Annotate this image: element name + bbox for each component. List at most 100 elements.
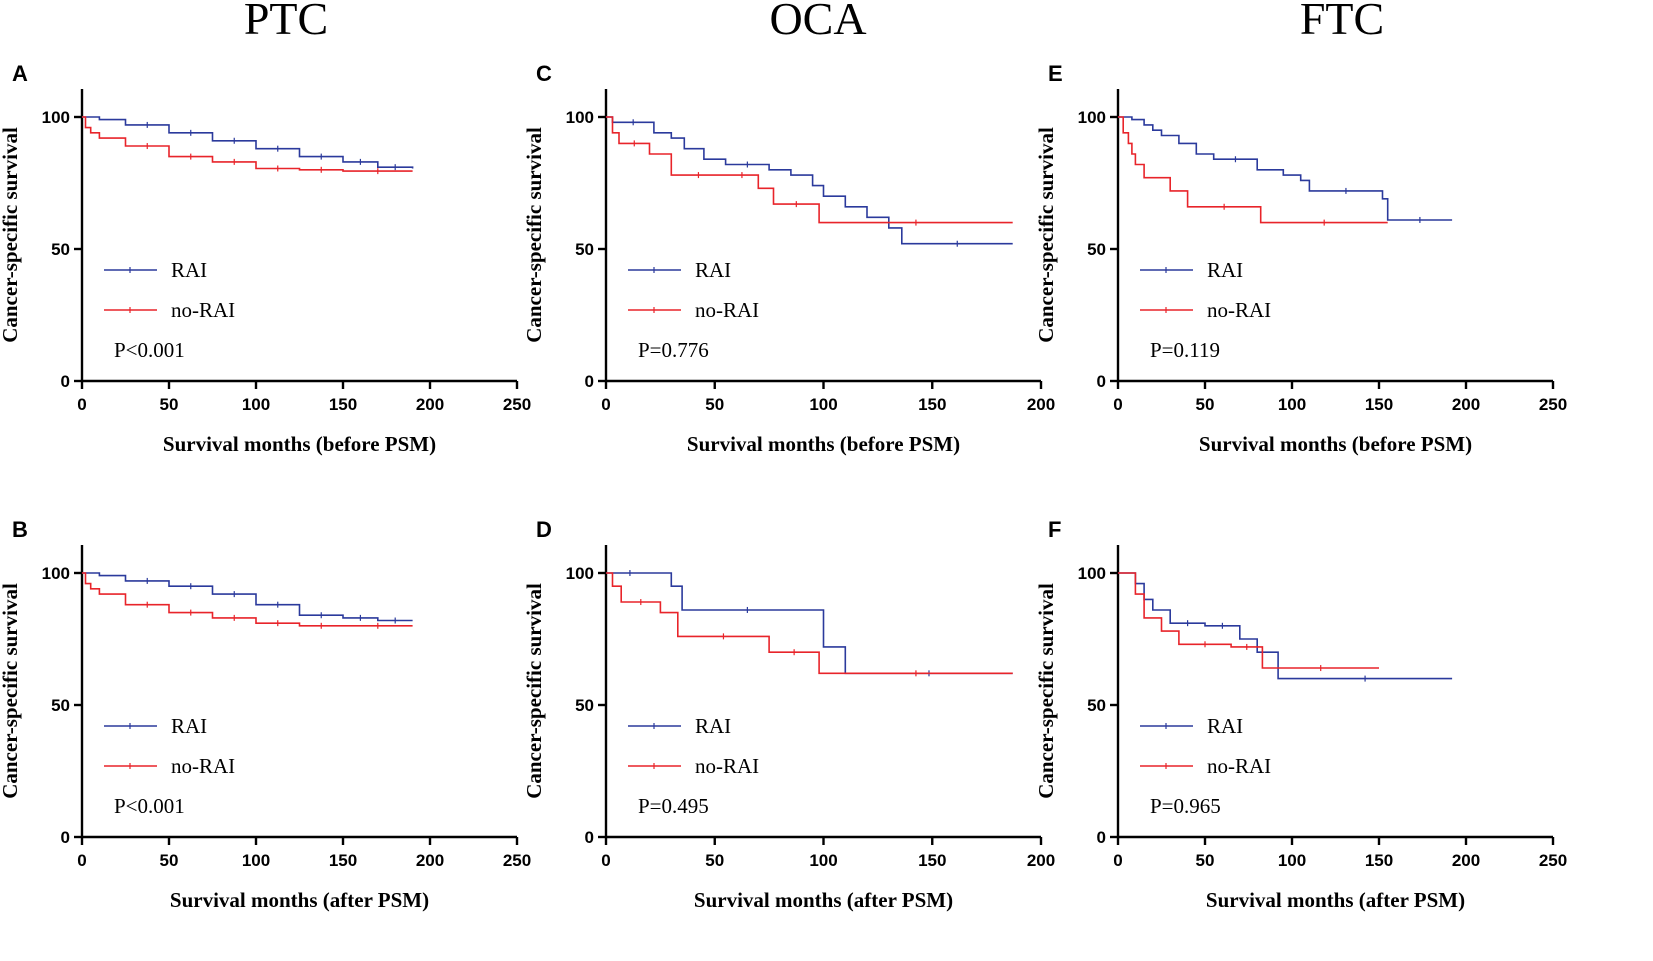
y-tick-label: 100 bbox=[42, 108, 70, 127]
p-value: P<0.001 bbox=[114, 338, 185, 362]
curve-no-rai bbox=[606, 116, 1013, 224]
column-title-oca: OCA bbox=[769, 0, 866, 44]
y-axis-label: Cancer-specific survival bbox=[0, 583, 22, 799]
panel-A: A 0 50 100 0 50 100 150 200 250 Survival months (b… bbox=[0, 61, 531, 456]
legend-label-rai: RAI bbox=[1207, 258, 1243, 282]
curve-rai bbox=[606, 572, 1013, 675]
y-tick-label: 100 bbox=[1078, 108, 1106, 127]
y-tick-label: 0 bbox=[1097, 372, 1106, 391]
panel-D: D 0 50 100 0 50 100 150 200 Survival months (afte… bbox=[522, 517, 1055, 912]
x-tick-label: 0 bbox=[77, 395, 86, 414]
legend-label-no-rai: no-RAI bbox=[1207, 298, 1271, 322]
y-tick-label: 50 bbox=[575, 240, 594, 259]
x-tick-label: 200 bbox=[416, 851, 444, 870]
curve-rai bbox=[82, 572, 413, 622]
x-tick-label: 200 bbox=[1027, 851, 1055, 870]
panel-letter: A bbox=[12, 61, 28, 86]
x-tick-label: 50 bbox=[705, 395, 724, 414]
curve-rai bbox=[1118, 572, 1453, 680]
curve-rai bbox=[606, 116, 1013, 245]
y-axis-label: Cancer-specific survival bbox=[1034, 583, 1058, 799]
curve-no-rai bbox=[606, 572, 1013, 675]
x-tick-label: 150 bbox=[918, 851, 946, 870]
legend-label-no-rai: no-RAI bbox=[171, 754, 235, 778]
x-tick-label: 100 bbox=[1278, 395, 1306, 414]
x-tick-label: 250 bbox=[1539, 851, 1567, 870]
p-value: P=0.965 bbox=[1150, 794, 1221, 818]
column-title-ptc: PTC bbox=[244, 0, 328, 44]
panel-letter: D bbox=[536, 517, 552, 542]
curve-rai bbox=[82, 116, 414, 169]
y-tick-label: 50 bbox=[51, 696, 70, 715]
panel-letter: B bbox=[12, 517, 28, 542]
x-tick-label: 100 bbox=[809, 851, 837, 870]
x-tick-label: 250 bbox=[503, 851, 531, 870]
x-tick-label: 50 bbox=[1196, 395, 1215, 414]
p-value: P<0.001 bbox=[114, 794, 185, 818]
x-tick-label: 0 bbox=[601, 395, 610, 414]
legend-label-rai: RAI bbox=[171, 714, 207, 738]
y-tick-label: 0 bbox=[61, 828, 70, 847]
y-axis-label: Cancer-specific survival bbox=[522, 583, 546, 799]
x-tick-label: 0 bbox=[77, 851, 86, 870]
x-tick-label: 50 bbox=[1196, 851, 1215, 870]
x-tick-label: 250 bbox=[1539, 395, 1567, 414]
y-tick-label: 100 bbox=[566, 108, 594, 127]
x-tick-label: 250 bbox=[503, 395, 531, 414]
x-tick-label: 0 bbox=[1113, 395, 1122, 414]
x-tick-label: 0 bbox=[601, 851, 610, 870]
x-tick-label: 0 bbox=[1113, 851, 1122, 870]
curve-no-rai bbox=[82, 116, 413, 172]
x-tick-label: 100 bbox=[242, 851, 270, 870]
x-tick-label: 200 bbox=[1452, 851, 1480, 870]
y-tick-label: 0 bbox=[585, 372, 594, 391]
panel-B: B 0 50 100 0 50 100 150 200 250 Survival months (a… bbox=[0, 517, 531, 912]
curve-no-rai bbox=[1118, 116, 1388, 224]
x-tick-label: 100 bbox=[1278, 851, 1306, 870]
panel-E: E 0 50 100 0 50 100 150 200 250 Survival months (b… bbox=[1034, 61, 1567, 456]
y-axis-label: Cancer-specific survival bbox=[522, 127, 546, 343]
x-tick-label: 100 bbox=[809, 395, 837, 414]
y-tick-label: 50 bbox=[1087, 696, 1106, 715]
y-tick-label: 0 bbox=[1097, 828, 1106, 847]
curve-rai bbox=[1118, 116, 1453, 221]
y-tick-label: 0 bbox=[61, 372, 70, 391]
panel-letter: C bbox=[536, 61, 552, 86]
x-tick-label: 100 bbox=[242, 395, 270, 414]
column-title-ftc: FTC bbox=[1300, 0, 1384, 44]
legend-label-rai: RAI bbox=[695, 258, 731, 282]
panel-C: C 0 50 100 0 50 100 150 200 Survival months (befo… bbox=[522, 61, 1055, 456]
y-axis-label: Cancer-specific survival bbox=[1034, 127, 1058, 343]
x-tick-label: 200 bbox=[1027, 395, 1055, 414]
x-tick-label: 150 bbox=[329, 395, 357, 414]
y-tick-label: 50 bbox=[575, 696, 594, 715]
x-tick-label: 50 bbox=[160, 851, 179, 870]
y-axis-label: Cancer-specific survival bbox=[0, 127, 22, 343]
legend-label-rai: RAI bbox=[695, 714, 731, 738]
x-tick-label: 50 bbox=[705, 851, 724, 870]
y-tick-label: 100 bbox=[566, 564, 594, 583]
x-tick-label: 50 bbox=[160, 395, 179, 414]
legend-label-no-rai: no-RAI bbox=[171, 298, 235, 322]
x-axis-label: Survival months (before PSM) bbox=[163, 432, 436, 456]
legend-label-no-rai: no-RAI bbox=[695, 754, 759, 778]
x-axis-label: Survival months (before PSM) bbox=[687, 432, 960, 456]
x-tick-label: 150 bbox=[1365, 851, 1393, 870]
p-value: P=0.776 bbox=[638, 338, 709, 362]
y-tick-label: 0 bbox=[585, 828, 594, 847]
x-axis-label: Survival months (after PSM) bbox=[170, 888, 429, 912]
x-tick-label: 150 bbox=[918, 395, 946, 414]
y-tick-label: 50 bbox=[51, 240, 70, 259]
legend-label-no-rai: no-RAI bbox=[695, 298, 759, 322]
panel-letter: F bbox=[1048, 517, 1061, 542]
x-axis-label: Survival months (after PSM) bbox=[1206, 888, 1465, 912]
legend-label-rai: RAI bbox=[1207, 714, 1243, 738]
curve-no-rai bbox=[1118, 572, 1379, 669]
curve-no-rai bbox=[82, 572, 413, 627]
y-tick-label: 100 bbox=[1078, 564, 1106, 583]
legend-label-no-rai: no-RAI bbox=[1207, 754, 1271, 778]
panel-F: F 0 50 100 0 50 100 150 200 250 Survival months (a… bbox=[1034, 517, 1567, 912]
y-tick-label: 50 bbox=[1087, 240, 1106, 259]
x-axis-label: Survival months (after PSM) bbox=[694, 888, 953, 912]
